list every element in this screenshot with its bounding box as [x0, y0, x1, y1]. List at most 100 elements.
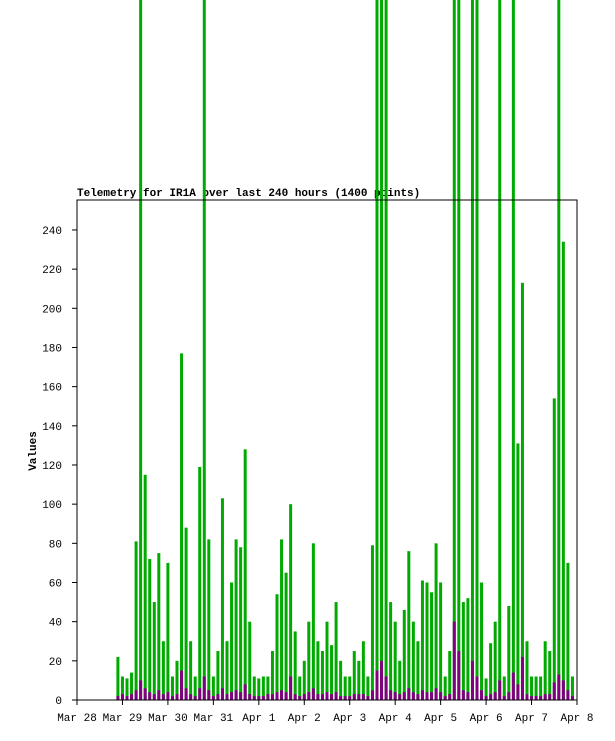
x-tick-label: Apr 6 — [470, 713, 503, 725]
bar — [434, 543, 438, 700]
bar — [461, 602, 465, 700]
bar — [289, 504, 293, 700]
bar — [261, 696, 265, 700]
bar — [284, 692, 288, 700]
bar — [407, 551, 411, 700]
bar — [425, 582, 429, 700]
bar — [125, 696, 129, 700]
bar — [298, 676, 302, 700]
bar — [439, 582, 443, 700]
x-tick-label: Apr 2 — [288, 713, 321, 725]
bar — [398, 694, 402, 700]
bar — [548, 651, 552, 700]
bar — [234, 539, 238, 700]
bar — [420, 690, 424, 700]
bar — [120, 676, 124, 700]
y-tick-label: 200 — [42, 304, 62, 316]
bar — [170, 696, 174, 700]
bar — [175, 660, 179, 700]
bar — [275, 692, 279, 700]
y-tick-label: 120 — [42, 461, 62, 473]
bar — [511, 672, 515, 700]
bar — [343, 676, 347, 700]
bar — [148, 692, 152, 700]
bar — [370, 690, 374, 700]
bar — [157, 690, 161, 700]
bar — [316, 694, 320, 700]
bar — [257, 678, 261, 700]
bar — [152, 694, 156, 700]
bar — [511, 0, 515, 700]
bar — [352, 651, 356, 700]
bar — [193, 676, 197, 700]
y-tick-label: 240 — [42, 226, 62, 238]
bar — [389, 602, 393, 700]
bar — [270, 651, 274, 700]
bar — [334, 692, 338, 700]
bar — [357, 660, 361, 700]
bar — [507, 605, 511, 700]
bar — [539, 676, 543, 700]
bar — [216, 651, 220, 700]
bar — [543, 641, 547, 700]
bar — [330, 645, 334, 700]
bar — [225, 641, 229, 700]
bar — [375, 670, 379, 700]
y-tick-label: 180 — [42, 343, 62, 355]
bar — [561, 241, 565, 700]
bar — [448, 694, 452, 700]
bar — [325, 621, 329, 700]
x-tick-label: Apr 8 — [560, 713, 593, 725]
bar — [252, 676, 256, 700]
bar — [411, 692, 415, 700]
bar — [489, 694, 493, 700]
bar — [361, 641, 365, 700]
bar — [384, 676, 388, 700]
bar — [502, 696, 506, 700]
bar — [530, 696, 534, 700]
bar — [402, 609, 406, 700]
bar — [339, 696, 343, 700]
bar — [161, 694, 165, 700]
bar — [348, 676, 352, 700]
bar — [370, 545, 374, 700]
bar — [184, 527, 188, 700]
y-tick-label: 0 — [55, 696, 62, 708]
bar — [507, 692, 511, 700]
bar — [407, 688, 411, 700]
bar — [198, 466, 202, 700]
bar — [220, 688, 224, 700]
bar — [484, 678, 488, 700]
bar — [530, 676, 534, 700]
bar — [230, 692, 234, 700]
bar — [139, 0, 143, 700]
bar — [402, 692, 406, 700]
bar — [425, 692, 429, 700]
bar — [280, 539, 284, 700]
bar — [443, 696, 447, 700]
bar — [139, 680, 143, 700]
bar — [470, 0, 474, 700]
bar — [243, 684, 247, 700]
bar — [448, 651, 452, 700]
bar — [398, 660, 402, 700]
bar — [293, 694, 297, 700]
bar — [484, 696, 488, 700]
y-tick-label: 40 — [49, 618, 62, 630]
bar — [566, 562, 570, 700]
bar — [457, 0, 461, 700]
bar — [252, 696, 256, 700]
bar — [493, 692, 497, 700]
bar — [316, 641, 320, 700]
bar — [430, 592, 434, 700]
bar — [289, 676, 293, 700]
bar — [207, 690, 211, 700]
bar — [161, 641, 165, 700]
bar — [184, 688, 188, 700]
bar — [480, 690, 484, 700]
bar — [143, 474, 147, 700]
bar — [307, 692, 311, 700]
y-tick-label: 20 — [49, 657, 62, 669]
